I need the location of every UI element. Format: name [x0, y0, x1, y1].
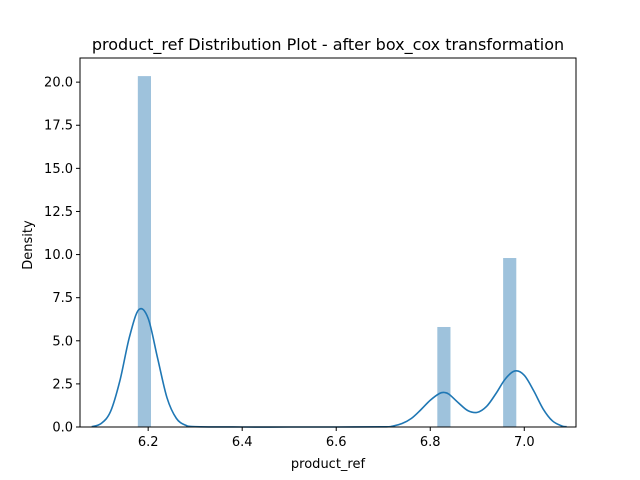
x-tick-label: 6.8 [420, 435, 441, 450]
kde-curve [91, 307, 567, 428]
x-tick-label: 7.0 [514, 435, 535, 450]
y-tick-label: 2.5 [52, 377, 73, 392]
y-tick-label: 15.0 [44, 162, 73, 177]
chart-title: product_ref Distribution Plot - after bo… [92, 35, 564, 55]
histogram-bar-2 [437, 326, 451, 427]
plot-frame [79, 57, 577, 428]
y-tick-label: 0.0 [52, 421, 73, 436]
y-tick-label: 5.0 [52, 334, 73, 349]
histogram-bar-3 [503, 258, 517, 427]
y-tick-label: 10.0 [44, 248, 73, 263]
y-axis-label: Density [21, 220, 36, 270]
y-axis: 0.0 2.5 5.0 7.5 10.0 12.5 15.0 17.5 20.0 [44, 76, 80, 436]
y-tick-label: 17.5 [44, 119, 73, 134]
x-tick-label: 6.6 [326, 435, 347, 450]
histogram-bar-1 [137, 76, 151, 428]
x-axis: 6.2 6.4 6.6 6.8 7.0 [138, 427, 535, 450]
x-axis-label: product_ref [291, 457, 366, 472]
x-tick-label: 6.2 [138, 435, 159, 450]
histogram-bars [137, 76, 517, 428]
x-tick-label: 6.4 [232, 435, 253, 450]
y-tick-label: 12.5 [44, 205, 73, 220]
y-tick-label: 20.0 [44, 76, 73, 91]
y-tick-label: 7.5 [52, 291, 73, 306]
